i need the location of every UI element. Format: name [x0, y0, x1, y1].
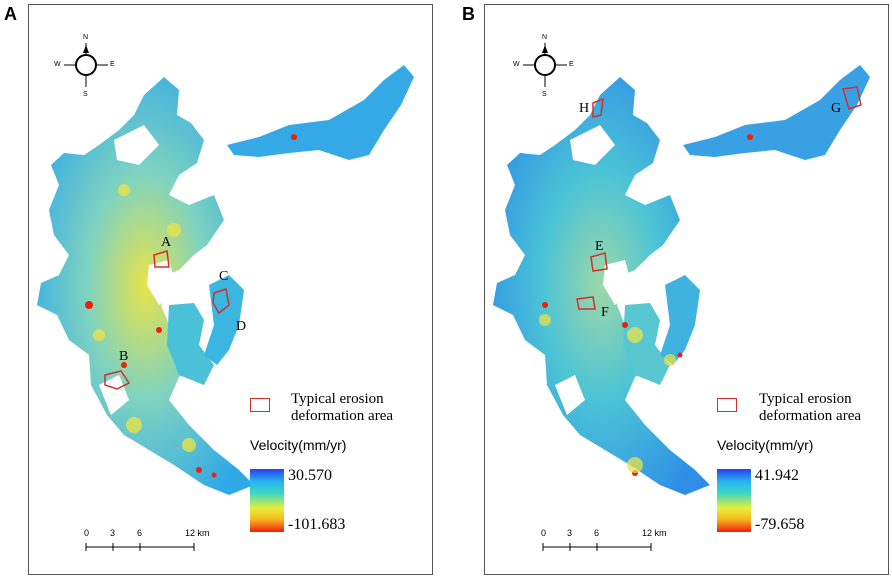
legend-line2-b: deformation area: [759, 408, 862, 424]
colorbar-max-b: 41.942: [755, 467, 799, 484]
scale-tick-0-b: 0: [541, 528, 547, 538]
colorbar-max-a: 30.570: [288, 467, 332, 484]
area-label-g: G: [831, 101, 842, 116]
map-panel-a: N S E W A B C D Typical erosion deformat…: [28, 4, 433, 575]
map-panel-b: N S E W E F G H Typical erosion deformat…: [484, 4, 889, 575]
area-label-b: B: [119, 349, 129, 364]
area-label-e: E: [595, 239, 604, 254]
scale-tick-0-a: 0: [84, 528, 90, 538]
legend-line1-a: Typical erosion: [291, 391, 384, 407]
colorbar-a: [250, 469, 284, 532]
terrain-region-main: [493, 77, 710, 495]
area-label-c: C: [219, 269, 229, 284]
area-label-a: A: [161, 235, 172, 250]
terrain-region-east-lobe: [623, 303, 670, 385]
terrain-region-northeast: [683, 65, 870, 160]
compass-south-a: S: [83, 91, 88, 98]
terrain-gap-2: [147, 260, 177, 305]
area-label-f: F: [601, 305, 609, 320]
legend-line1-b: Typical erosion: [759, 391, 852, 407]
compass-west-a: W: [54, 61, 61, 68]
scale-tick-12-b: 12 km: [642, 528, 667, 538]
scale-tick-6-b: 6: [594, 528, 600, 538]
panel-label-b: B: [462, 4, 475, 24]
compass-a: [64, 43, 108, 87]
colorbar-min-b: -79.658: [755, 516, 805, 533]
deformation-map-a: [37, 43, 414, 551]
hotspots-a: [85, 134, 297, 478]
area-label-h: H: [579, 101, 590, 116]
terrain-gap-2: [603, 260, 633, 305]
compass-south-b: S: [542, 91, 547, 98]
deformation-map-b: [493, 43, 870, 551]
scale-bar-b: [542, 543, 652, 551]
hotspots-b: [542, 134, 753, 476]
erosion-legend-swatch-a: [250, 398, 270, 412]
moderate-zones-a: [93, 184, 196, 452]
terrain-region-right-arm: [660, 275, 700, 365]
erosion-legend-swatch-b: [717, 398, 737, 412]
colorbar-min-a: -101.683: [288, 516, 346, 533]
compass-west-b: W: [513, 61, 520, 68]
erosion-outlines-a: [104, 250, 230, 390]
legend-line2-a: deformation area: [291, 408, 394, 424]
velocity-title-a: Velocity(mm/yr): [250, 437, 347, 453]
terrain-gap-1: [114, 125, 159, 165]
compass-north-b: N: [542, 34, 548, 41]
compass-east-b: E: [569, 61, 574, 68]
area-label-d: D: [236, 319, 247, 334]
terrain-gap-1: [570, 125, 615, 165]
compass-b: [523, 43, 567, 87]
terrain-region-east-lobe: [167, 303, 214, 385]
scale-tick-3-b: 3: [567, 528, 573, 538]
scale-tick-3-a: 3: [110, 528, 116, 538]
erosion-outlines-b: [576, 86, 862, 310]
colorbar-b: [717, 469, 751, 532]
terrain-region-main: [37, 77, 254, 495]
terrain-region-northeast: [227, 65, 414, 160]
panel-label-a: A: [4, 4, 17, 24]
terrain-gap-3: [555, 375, 585, 415]
velocity-title-b: Velocity(mm/yr): [717, 437, 814, 453]
scale-tick-12-a: 12 km: [185, 528, 210, 538]
compass-north-a: N: [83, 34, 89, 41]
scale-bar-a: [85, 543, 195, 551]
moderate-zones-b: [539, 314, 676, 473]
compass-east-a: E: [110, 61, 115, 68]
scale-tick-6-a: 6: [137, 528, 143, 538]
